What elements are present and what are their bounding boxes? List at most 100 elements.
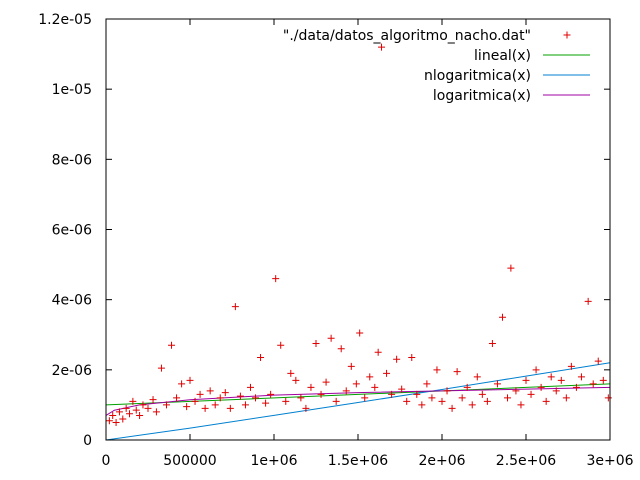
data-point (356, 329, 364, 337)
data-point (418, 401, 426, 409)
y-tick-label: 1e-05 (52, 82, 92, 98)
data-point (562, 394, 570, 402)
data-point (374, 348, 382, 356)
data-point (507, 264, 515, 272)
data-point (162, 401, 170, 409)
data-point (599, 376, 607, 384)
data-point (473, 373, 481, 381)
data-point (327, 334, 335, 342)
data-point (317, 390, 325, 398)
data-point (594, 357, 602, 365)
data-point (522, 376, 530, 384)
data-point (366, 373, 374, 381)
data-point (191, 397, 199, 405)
data-point (287, 369, 295, 377)
legend-label: "./data/datos_algoritmo_nacho.dat" (283, 28, 531, 44)
data-point (388, 390, 396, 398)
x-tick-label: 500000 (163, 453, 216, 469)
data-point (282, 397, 290, 405)
data-point (371, 383, 379, 391)
data-point (337, 345, 345, 353)
data-point (448, 404, 456, 412)
data-point (352, 380, 360, 388)
data-point (433, 366, 441, 374)
data-point (322, 378, 330, 386)
y-tick-label: 0 (83, 433, 92, 449)
data-point (157, 364, 165, 372)
data-point (557, 376, 565, 384)
data-point (347, 362, 355, 370)
data-point (112, 418, 120, 426)
data-point (115, 408, 123, 416)
data-point (109, 411, 117, 419)
data-point (342, 387, 350, 395)
data-point (221, 389, 229, 397)
data-point (458, 394, 466, 402)
data-point (517, 401, 525, 409)
series-line-1 (105, 383, 611, 406)
data-point (493, 380, 501, 388)
x-tick-label: 1.5e+06 (328, 453, 389, 469)
data-point (332, 397, 340, 405)
data-point (383, 369, 391, 377)
y-tick-label: 4e-06 (52, 293, 92, 309)
data-point (584, 297, 592, 305)
legend-label: nlogaritmica(x) (424, 68, 531, 84)
data-point (126, 410, 134, 418)
data-point (211, 401, 219, 409)
data-point (307, 383, 315, 391)
data-point (105, 417, 113, 425)
data-point (149, 396, 157, 404)
x-tick-label: 0 (102, 453, 111, 469)
data-point (252, 394, 260, 402)
data-point (132, 406, 140, 414)
data-point (144, 404, 152, 412)
x-tick-label: 3e+06 (586, 453, 633, 469)
data-point (547, 373, 555, 381)
data-point (542, 397, 550, 405)
data-point (173, 394, 181, 402)
data-point (403, 397, 411, 405)
data-point (262, 399, 270, 407)
data-point (183, 403, 191, 411)
data-point (378, 43, 386, 51)
legend-label: lineal(x) (474, 48, 531, 64)
data-point (428, 394, 436, 402)
x-tick-label: 2e+06 (418, 453, 465, 469)
data-point (537, 383, 545, 391)
data-point (236, 392, 244, 400)
data-point (498, 313, 506, 321)
data-point (504, 394, 512, 402)
data-point (604, 394, 612, 402)
data-point (532, 366, 540, 374)
data-point (122, 404, 130, 412)
data-point (589, 380, 597, 388)
data-point (453, 368, 461, 376)
data-point (478, 390, 486, 398)
axis-ticks: 0 500000 1e+06 1.5e+06 2e+06 2.5e+06 3e+06 0 2e-… (38, 12, 633, 469)
y-tick-label: 6e-06 (52, 223, 92, 239)
data-point (423, 380, 431, 388)
data-point (136, 411, 144, 419)
x-tick-label: 1e+06 (250, 453, 297, 469)
data-point (186, 376, 194, 384)
data-point (297, 394, 305, 402)
data-points (105, 43, 612, 426)
data-point (196, 390, 204, 398)
series-line-2 (105, 362, 611, 441)
data-point (468, 401, 476, 409)
data-point (483, 397, 491, 405)
data-point (438, 397, 446, 405)
data-point (216, 394, 224, 402)
x-tick-label: 2.5e+06 (496, 453, 557, 469)
y-tick-label: 8e-06 (52, 152, 92, 168)
data-point (129, 397, 137, 405)
data-point (408, 354, 416, 362)
legend-label: logaritmica(x) (433, 88, 531, 104)
data-point (361, 394, 369, 402)
data-point (512, 387, 520, 395)
legend-swatch (563, 31, 571, 39)
legend: "./data/datos_algoritmo_nacho.dat"lineal… (283, 28, 590, 104)
data-point (577, 373, 585, 381)
